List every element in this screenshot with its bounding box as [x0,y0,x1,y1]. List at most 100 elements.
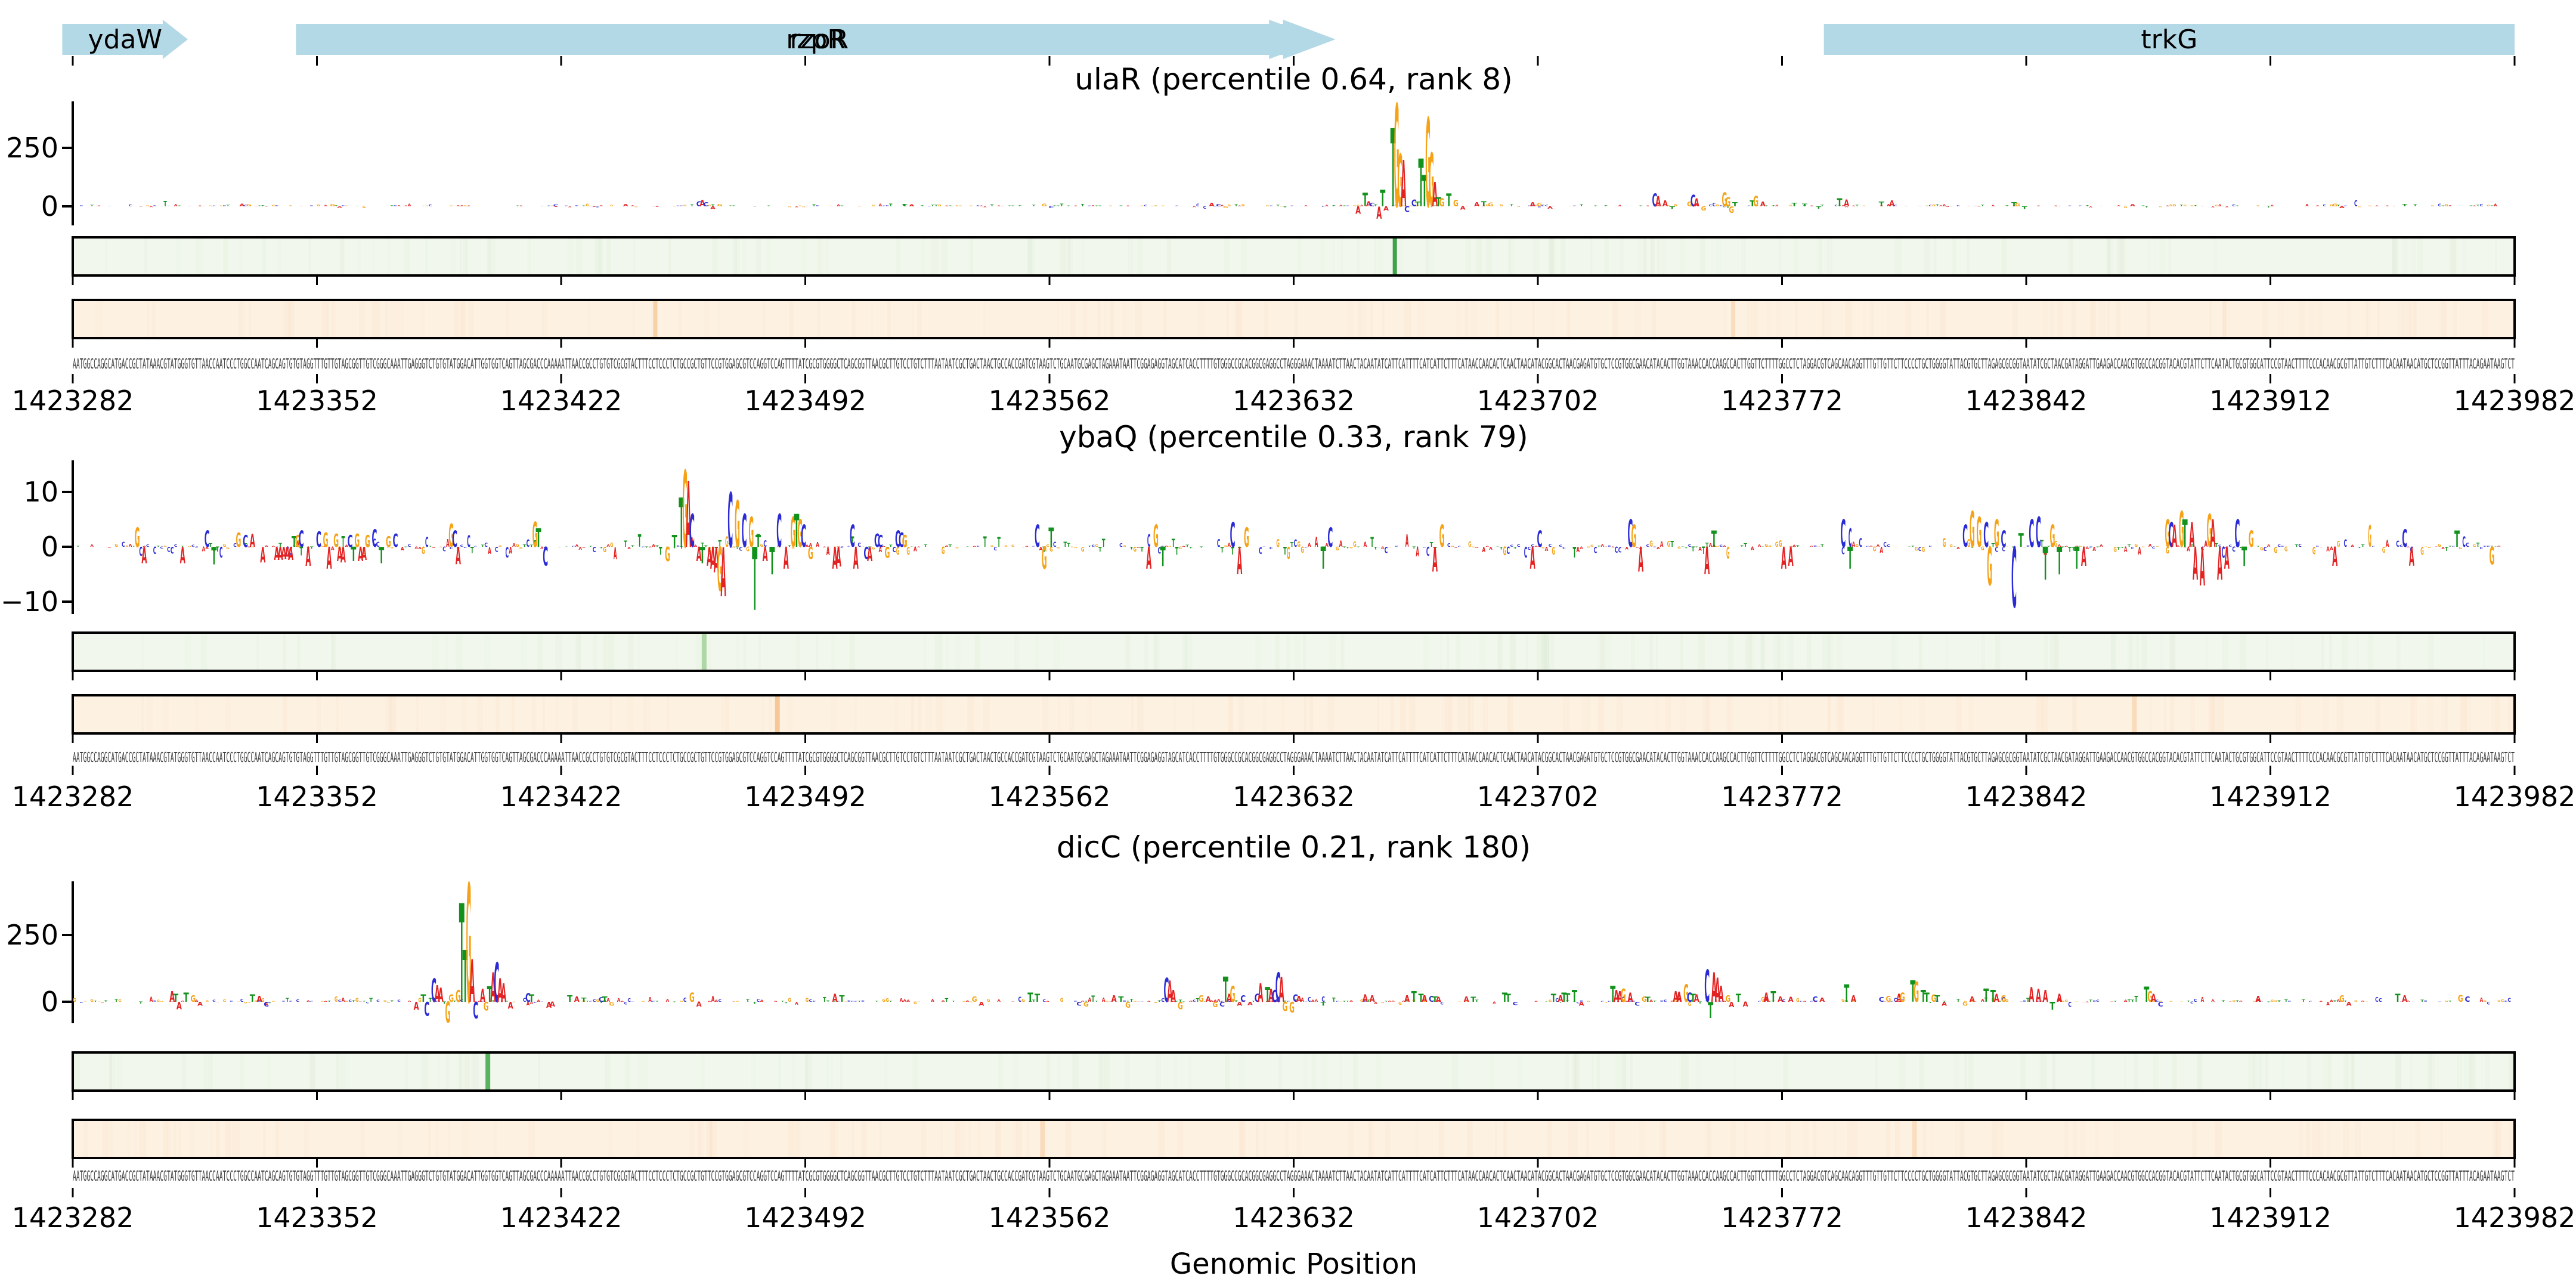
green-strip-texture-line [1298,239,1301,274]
orange-strip-texture-line [2347,301,2351,337]
orange-strip-texture-line [2411,696,2417,732]
logo-letter-C: C [460,999,464,1002]
logo-letter-C: C [1600,1001,1604,1002]
x-tick-label: 1423842 [1965,385,2088,417]
logo-letter-A: A [1237,1001,1243,1008]
logo-letter-G: G [1970,501,1975,558]
green-strip-texture-line [1727,634,1734,670]
orange-strip-texture-line [761,696,765,732]
green-strip-texture-line [1100,1054,1103,1089]
gene-track-tick [560,56,562,66]
logo-letter-C: C [540,1001,544,1002]
orange-strip-texture-line [454,301,459,337]
green-strip-texture-line [1661,239,1667,274]
x-tick [316,766,318,775]
logo-letter-C: C [1628,1001,1632,1003]
orange-strip-tick [560,339,562,348]
logo-letter-G: G [1409,205,1413,206]
logo-letter-G: G [2497,1001,2501,1003]
logo-letter-C: C [289,1001,293,1002]
green-strip-texture-line [1682,1054,1689,1089]
sequence-text-track: AATGGCCAGGCATGACCGCTATAAACGTATGGGTGTTAAC… [73,1169,2515,1184]
green-strip-texture-line [801,239,807,274]
green-strip-texture-line [1954,1054,1960,1089]
logo-letter-G: G [1429,138,1434,224]
orange-strip-texture-line [2216,696,2224,732]
logo-letter-T: T [184,990,190,1005]
logo-letter-A: A [1339,205,1343,207]
orange-strip-texture-line [817,301,821,337]
green-strip-texture-line [538,1054,540,1089]
logo-letter-A: A [2029,983,2034,1007]
logo-letter-T: T [699,543,705,569]
green-strip-texture-line [105,239,108,274]
green-strip-texture-line [2168,239,2171,274]
logo-letter-T: T [2448,546,2453,547]
logo-letter-C: C [2168,515,2174,555]
orange-strip-texture-line [1827,696,1830,732]
logo-letter-A: A [358,543,363,566]
orange-strip-texture-line [1828,696,1831,732]
logo-letter-T: T [394,546,398,547]
orange-strip-tick [1293,735,1295,743]
logo-letter-T: T [788,544,791,547]
logo-letter-T: T [602,995,608,1004]
green-strip-tick [1048,1092,1051,1100]
logo-letter-A: A [1493,1002,1496,1005]
orange-strip-highlight-line [653,301,658,337]
logo-letter-C: C [525,991,531,1005]
logo-letter-A: A [181,1001,185,1002]
green-strip-texture-line [825,239,829,274]
green-strip-texture-line [2351,1054,2354,1089]
orange-strip-texture-line [1845,301,1852,337]
logo-letter-G: G [2484,1000,2487,1002]
x-tick-label: 1423422 [500,1202,623,1234]
orange-strip-texture-line [2228,301,2230,337]
orange-strip-texture-line [2072,696,2077,732]
orange-strip-tick [72,1159,74,1168]
logo-letter-G: G [2428,547,2431,549]
logo-letter-C: C [1447,543,1451,548]
logo-letter-C: C [299,526,304,552]
logo-letter-G: G [2274,546,2278,556]
green-strip-texture-line [256,634,259,670]
orange-strip-tick [1048,1159,1051,1168]
logo-letter-T: T [2128,544,2131,547]
green-strip-texture-line [1829,634,1834,670]
logo-letter-C: C [1936,1001,1939,1002]
logo-letter-A: A [2480,997,2484,1004]
logo-letter-G: G [2438,543,2441,548]
logo-letter-C: C [1608,1001,1611,1002]
logo-letter-C: C [1709,205,1713,208]
logo-letter-G: G [942,544,945,556]
logo-letter-A: A [1981,998,1984,1003]
logo-letter-C: C [689,505,695,558]
green-strip-texture-line [2052,1054,2056,1089]
logo-letter-A: A [1992,205,1995,208]
logo-letter-G: G [1649,539,1653,549]
logo-letter-G: G [1049,547,1053,554]
logo-letter-G: G [219,206,223,207]
logo-letter-T: T [966,546,970,547]
logo-letter-C: C [565,206,568,207]
logo-letter-T: T [1974,1001,1977,1002]
orange-strip-texture-line [1026,1121,1030,1157]
orange-strip-texture-line [163,696,169,732]
orange-strip-texture-line [141,696,144,732]
logo-letter-G: G [1458,1001,1462,1002]
green-strip-texture-line [1498,634,1503,670]
logo-letter-A: A [1636,547,1640,548]
logo-letter-T: T [1685,547,1688,549]
green-strip-texture-line [1680,634,1683,670]
logo-letter-A: A [519,206,524,207]
green-strip-texture-line [1761,634,1765,670]
orange-strip-texture-line [2336,696,2344,732]
logo-letter-T: T [2358,547,2362,549]
logo-letter-G: G [1453,199,1459,209]
logo-letter-A: A [501,979,506,1008]
logo-letter-T: T [1203,1001,1206,1002]
logo-letter-C: C [1440,1001,1444,1005]
logo-letter-T: T [1231,545,1234,557]
logo-letter-G: G [1468,541,1472,549]
logo-letter-C: C [2438,1001,2441,1002]
